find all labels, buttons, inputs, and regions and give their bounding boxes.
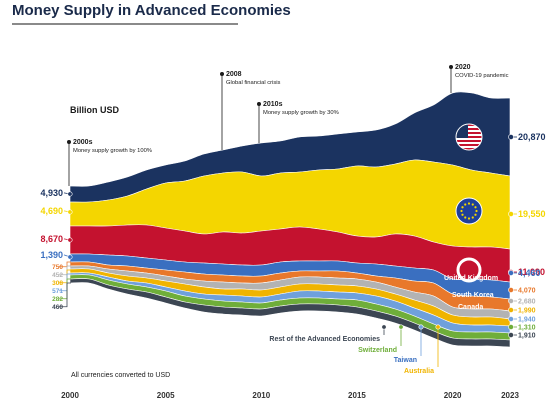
end-label-uk: 4,460 — [518, 268, 541, 278]
x-tick-2005: 2005 — [157, 391, 175, 400]
end-label-australia: 1,990 — [518, 307, 536, 314]
annotation-text: Money supply growth by 30% — [263, 110, 339, 116]
end-label-us: 20,870 — [518, 132, 546, 142]
annotation-text: Global financial crisis — [226, 80, 281, 86]
footnote: All currencies converted to USD — [71, 372, 170, 379]
end-dot-canada — [508, 298, 514, 304]
end-dot-euro — [508, 211, 514, 217]
annotation-2010s: 2010s Money supply growth by 30% — [257, 101, 339, 143]
unit-label: Billion USD — [70, 105, 119, 115]
annotation-2000s: 2000s Money supply growth by 100% — [67, 139, 152, 186]
us-flag-icon — [455, 123, 483, 151]
start-label-taiwan: 571 — [52, 288, 63, 295]
series-label-switzerland: Switzerland — [358, 347, 397, 354]
x-tick-2023: 2023 — [501, 391, 519, 400]
series-label-australia: Australia — [404, 368, 434, 375]
annotation-2020: 2020 COVID-19 pandemic — [449, 64, 509, 93]
japan-flag-icon — [456, 257, 482, 283]
series-label-canada: Canada — [458, 304, 483, 311]
eu-flag-icon — [455, 197, 483, 225]
start-label-rest: 460 — [52, 304, 63, 311]
end-dot-australia — [508, 307, 514, 313]
callout-dot-switzerland — [398, 324, 404, 330]
end-dot-switzerland — [508, 324, 514, 330]
start-label-australia: 308 — [52, 280, 63, 287]
end-label-taiwan: 1,940 — [518, 316, 536, 323]
x-tick-2000: 2000 — [61, 391, 79, 400]
chart-title: Money Supply in Advanced Economies — [12, 2, 291, 19]
end-dot-rest — [508, 332, 514, 338]
start-label-uk: 1,390 — [40, 250, 63, 260]
annotation-year: 2008 — [226, 71, 242, 78]
annotation-text: COVID-19 pandemic — [455, 73, 509, 79]
annotation-year: 2020 — [455, 64, 471, 71]
x-tick-2020: 2020 — [444, 391, 462, 400]
end-dot-south_korea — [508, 287, 514, 293]
annotation-text: Money supply growth by 100% — [73, 148, 152, 154]
end-dot-taiwan — [508, 316, 514, 322]
end-label-japan: 11,090 — [518, 267, 545, 277]
callout-dot-australia — [435, 324, 441, 330]
start-label-switzerland: 282 — [52, 296, 63, 303]
end-label-canada: 2,680 — [518, 298, 536, 305]
x-tick-2010: 2010 — [252, 391, 270, 400]
start-label-us: 4,930 — [40, 188, 63, 198]
title-underline — [12, 23, 238, 25]
start-label-japan: 8,670 — [40, 234, 63, 244]
start-label-canada: 452 — [52, 272, 63, 279]
start-connector-south_korea — [59, 261, 71, 268]
callout-dot-taiwan — [418, 324, 424, 330]
start-connector-rest — [59, 282, 71, 308]
annotation-year: 2000s — [73, 139, 93, 146]
end-dot-us — [508, 134, 514, 140]
start-dot-us — [67, 191, 73, 197]
start-dot-euro — [67, 209, 73, 215]
end-dot-uk — [508, 270, 514, 276]
annotation-2008: 2008 Global financial crisis — [220, 71, 281, 150]
end-label-switzerland: 1,310 — [518, 324, 536, 331]
start-dot-japan — [67, 237, 73, 243]
start-label-euro: 4,690 — [40, 206, 63, 216]
start-label-south_korea: 750 — [52, 264, 63, 271]
series-label-taiwan: Taiwan — [394, 357, 417, 364]
end-label-euro: 19,550 — [518, 209, 546, 219]
start-dot-uk — [67, 254, 73, 260]
annotation-year: 2010s — [263, 101, 283, 108]
x-tick-2015: 2015 — [348, 391, 366, 400]
series-label-south_korea: South Korea — [452, 292, 494, 299]
end-label-south_korea: 4,070 — [518, 287, 536, 294]
series-label-uk: United Kingdom — [444, 275, 498, 282]
band-rest — [69, 278, 511, 348]
callout-dot-rest — [381, 324, 387, 330]
series-label-rest: Rest of the Advanced Economies — [269, 336, 380, 343]
end-label-rest: 1,910 — [518, 332, 536, 339]
